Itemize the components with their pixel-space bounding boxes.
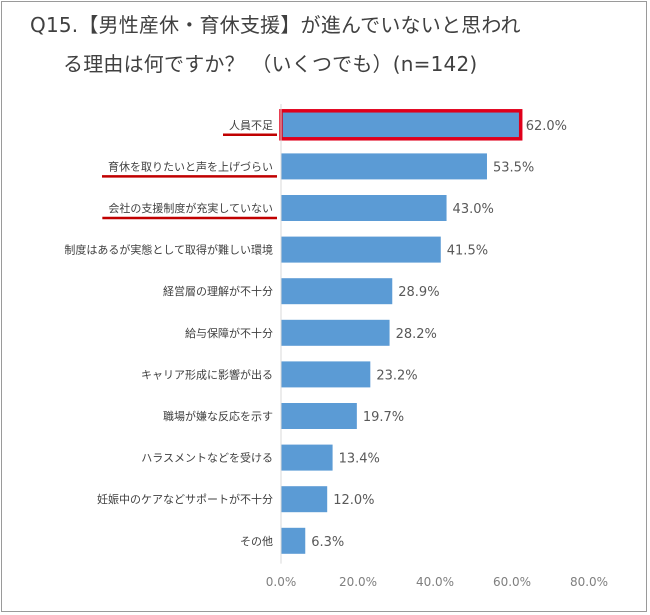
bar-2 <box>281 195 447 221</box>
x-tick-label-4: 80.0% <box>570 575 608 589</box>
value-label-2: 43.0% <box>453 202 494 217</box>
bar-8 <box>281 444 333 471</box>
category-label-4: 経営層の理解が不十分 <box>163 284 273 298</box>
value-label-10: 6.3% <box>311 535 344 550</box>
category-label-0: 人員不足 <box>229 119 273 132</box>
bar-0 <box>281 111 520 138</box>
value-label-0: 62.0% <box>526 119 567 134</box>
value-label-7: 19.7% <box>363 410 404 425</box>
x-tick-label-1: 20.0% <box>339 575 377 589</box>
bar-5 <box>281 319 390 346</box>
category-label-7: 職場が嫌な反応を示す <box>163 409 273 423</box>
bar-4 <box>281 278 393 305</box>
value-label-4: 28.9% <box>398 285 439 300</box>
category-label-6: キャリア形成に影響が出る <box>141 367 273 381</box>
category-label-5: 給与保障が不十分 <box>185 326 273 340</box>
category-label-10: その他 <box>240 535 273 548</box>
bar-6 <box>281 361 371 388</box>
bars-layer <box>279 109 523 554</box>
category-label-9: 妊娠中のケアなどサポートが不十分 <box>97 492 273 506</box>
category-label-1: 育休を取りたいと声を上げづらい <box>108 159 273 173</box>
chart-title-line-1: Q15.【男性産休・育休支援】が進んでいないと思われ <box>30 13 521 37</box>
value-label-1: 53.5% <box>493 160 534 175</box>
chart-title-line-2: る理由は何ですか？ （いくつでも）(n=142) <box>63 52 478 76</box>
value-label-9: 12.0% <box>333 493 374 508</box>
bar-3 <box>281 236 441 263</box>
bar-7 <box>281 403 357 429</box>
bar-9 <box>281 486 328 513</box>
labels-layer: 62.0% 人員不足 53.5% 育休を取りたいと声を上げづらい 43.0% 会社の支援制… <box>64 119 567 550</box>
bar-10 <box>281 527 306 554</box>
category-label-8: ハラスメントなどを受ける <box>141 452 273 465</box>
category-label-2: 会社の支援制度が充実していない <box>108 201 273 215</box>
category-label-3: 制度はあるが実態として取得が難しい環境 <box>64 243 273 257</box>
value-label-6: 23.2% <box>376 368 417 383</box>
x-tick-label-3: 60.0% <box>493 575 531 589</box>
value-label-3: 41.5% <box>447 244 488 259</box>
axis-layer: 0.0% 20.0% 40.0% 60.0% 80.0% <box>266 104 608 589</box>
x-tick-label-0: 0.0% <box>266 575 297 589</box>
value-label-8: 13.4% <box>339 452 380 467</box>
value-label-5: 28.2% <box>396 327 437 342</box>
x-tick-label-2: 40.0% <box>416 575 454 589</box>
bar-1 <box>281 153 487 180</box>
